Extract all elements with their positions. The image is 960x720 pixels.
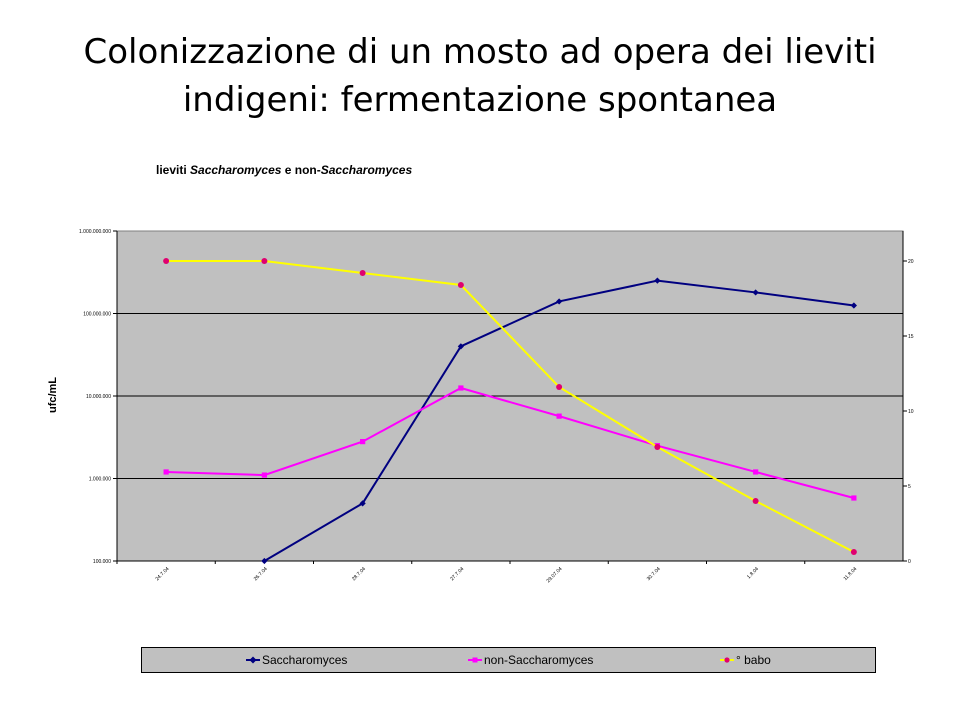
data-point-babo: [556, 384, 563, 390]
chart-title-italic-2: Saccharomyces: [320, 163, 413, 177]
x-tick-label: 27.7.04: [449, 566, 465, 582]
legend-label-non-saccharomyces: non-Saccharomyces: [484, 653, 594, 667]
x-tick-label: 11.8.04: [843, 566, 859, 582]
y-tick-label: 10.000.000: [86, 394, 111, 400]
data-point-babo: [850, 549, 857, 555]
data-point-saccharomyces: [261, 557, 268, 565]
y2-tick-label: 5: [908, 484, 911, 490]
slide-title-line-1: Colonizzazione di un mosto ad opera dei …: [83, 32, 877, 72]
series-line-babo: [166, 260, 855, 553]
chart-title-middle: e non-: [281, 163, 321, 177]
data-point-non-saccharomyces: [753, 469, 759, 475]
y-tick-label: 100.000.000: [83, 312, 111, 318]
chart-title: lieviti Saccharomyces e non-Saccharomyce…: [156, 163, 412, 177]
x-tick-label: 1.8.04: [746, 566, 760, 580]
legend-marker-babo: [720, 657, 734, 663]
legend-item-non-saccharomyces: non-Saccharomyces: [468, 653, 593, 667]
y2-tick-label: 0: [908, 559, 911, 565]
legend-marker-non-saccharomyces: [468, 657, 482, 663]
slide-title-line-2: indigeni: fermentazione spontanea: [182, 80, 778, 120]
slide-title: Colonizzazione di un mosto ad opera dei …: [40, 28, 920, 124]
data-point-non-saccharomyces: [360, 439, 366, 445]
data-point-saccharomyces: [359, 500, 366, 507]
data-point-saccharomyces: [850, 302, 857, 309]
y-tick-label: 100.000: [93, 559, 111, 565]
series-line-non-saccharomyces: [166, 386, 855, 499]
legend-marker-saccharomyces: [246, 656, 260, 664]
data-point-non-saccharomyces: [458, 385, 464, 391]
data-point-non-saccharomyces: [556, 413, 562, 419]
data-point-non-saccharomyces: [261, 472, 267, 478]
x-tick-label: 28.7.04: [351, 566, 367, 582]
y2-tick-label: 10: [908, 409, 914, 415]
x-tick-label: 26.7.04: [253, 566, 269, 582]
x-tick-label: 29.07.04: [546, 566, 564, 584]
legend-label-babo: ° babo: [736, 653, 771, 667]
legend-item-saccharomyces: Saccharomyces: [246, 653, 347, 667]
legend-item-babo: ° babo: [720, 653, 771, 667]
chart-title-prefix: lieviti: [156, 163, 191, 177]
data-point-saccharomyces: [556, 298, 563, 305]
legend-label-saccharomyces: Saccharomyces: [262, 653, 348, 667]
y2-tick-label: 20: [908, 259, 914, 265]
data-point-babo: [261, 258, 268, 264]
x-tick-label: 24.7.04: [154, 566, 170, 582]
y-tick-label: 1.000.000: [89, 477, 111, 483]
data-point-babo: [457, 282, 464, 288]
chart-legend: Saccharomyces non-Saccharomyces ° babo: [141, 647, 876, 673]
y-tick-label: 1.000.000.000: [79, 229, 111, 235]
data-point-babo: [654, 444, 661, 450]
chart-title-italic-1: Saccharomyces: [190, 163, 282, 177]
data-point-saccharomyces: [457, 343, 464, 350]
data-point-non-saccharomyces: [163, 469, 169, 475]
data-point-babo: [359, 270, 366, 276]
x-tick-label: 30.7.04: [646, 566, 662, 582]
data-point-babo: [752, 498, 759, 504]
data-point-non-saccharomyces: [851, 495, 857, 501]
y2-tick-label: 15: [908, 334, 914, 340]
data-point-babo: [163, 258, 170, 264]
